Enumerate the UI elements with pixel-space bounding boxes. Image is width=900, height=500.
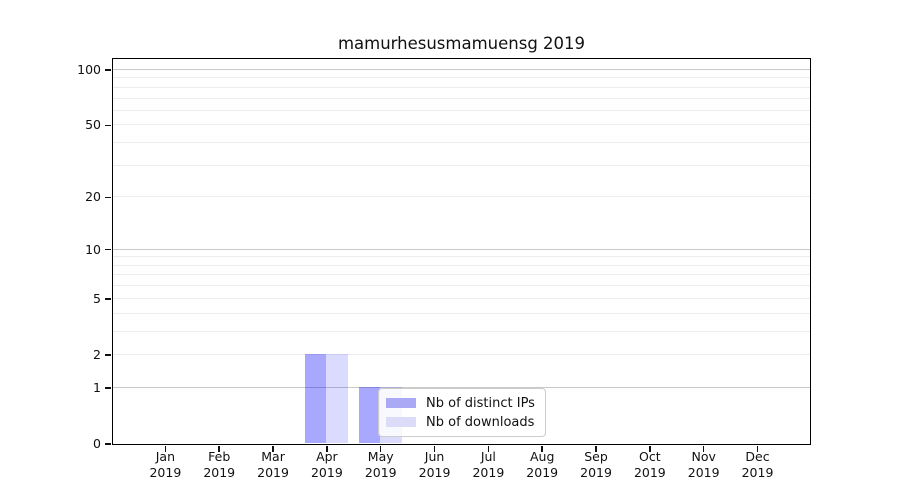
bar-may-ips: [358, 387, 381, 444]
y-tick-label: 100: [77, 61, 101, 77]
minor-gridline: [112, 86, 810, 88]
minor-gridline: [112, 330, 810, 332]
x-tick: [702, 445, 705, 452]
y-tick: [105, 69, 111, 71]
minor-gridline: [112, 297, 810, 299]
x-tick: [541, 445, 543, 452]
major-gridline: [112, 68, 810, 70]
minor-gridline: [112, 285, 810, 287]
y-tick-label: 5: [93, 290, 101, 306]
major-gridline: [112, 386, 810, 388]
x-tick-label: Nov 2019: [687, 449, 720, 480]
major-gridline: [112, 248, 810, 250]
y-tick: [105, 354, 111, 356]
x-tick: [218, 445, 220, 452]
x-tick: [756, 445, 759, 452]
x-tick-label: Aug 2019: [526, 449, 559, 480]
minor-gridline: [112, 77, 810, 79]
x-tick-label: Apr 2019: [310, 449, 343, 480]
y-tick-label: 20: [85, 189, 101, 205]
x-tick: [649, 445, 651, 452]
x-tick-label: Mar 2019: [257, 449, 289, 480]
minor-gridline: [112, 109, 810, 111]
y-tick: [105, 248, 111, 251]
minor-gridline: [112, 164, 810, 166]
x-tick: [487, 445, 490, 452]
x-tick: [433, 445, 436, 452]
x-tick-label: May 2019: [364, 449, 397, 480]
legend-item-distinct-ips: Nb of distinct IPs: [386, 396, 545, 411]
x-tick-label: Jul 2019: [472, 449, 505, 480]
bar-apr-downloads: [326, 354, 348, 444]
y-tick-label: 50: [85, 117, 101, 133]
plot-area: [111, 57, 811, 445]
minor-gridline: [112, 256, 810, 258]
x-tick-label: Feb 2019: [203, 449, 236, 480]
legend-swatch: [386, 397, 416, 409]
y-tick-label: 2: [93, 346, 101, 362]
legend-item-downloads: Nb of downloads: [386, 415, 545, 430]
minor-gridline: [112, 142, 810, 144]
minor-gridline: [112, 97, 810, 99]
x-tick: [164, 445, 167, 452]
x-tick: [379, 445, 382, 452]
x-tick: [272, 445, 274, 452]
minor-gridline: [112, 196, 810, 198]
x-tick: [595, 445, 597, 452]
y-tick-label: 10: [85, 241, 101, 257]
chart-title: mamurhesusmamuensg 2019: [337, 34, 586, 53]
minor-gridline: [112, 274, 810, 276]
y-tick: [105, 443, 111, 445]
x-tick-label: Jan 2019: [149, 449, 182, 480]
legend-swatch: [386, 416, 416, 428]
legend-label: Nb of downloads: [426, 414, 535, 430]
y-tick: [105, 387, 111, 389]
y-tick-label: 0: [93, 436, 101, 451]
x-tick-label: Sep 2019: [580, 449, 612, 480]
bar-apr-ips: [304, 354, 327, 444]
y-tick: [105, 196, 111, 199]
minor-gridline: [112, 264, 810, 266]
x-tick-label: Oct 2019: [633, 449, 666, 480]
minor-gridline: [112, 353, 810, 355]
x-tick-label: Dec 2019: [741, 449, 774, 480]
y-tick-label: 1: [93, 379, 101, 395]
legend-label: Nb of distinct IPs: [426, 395, 535, 411]
y-tick: [105, 124, 111, 127]
minor-gridline: [112, 124, 810, 126]
x-tick-label: Jun 2019: [418, 449, 451, 480]
minor-gridline: [112, 312, 810, 314]
y-tick: [105, 298, 111, 300]
legend: Nb of distinct IPs Nb of downloads: [378, 388, 546, 437]
x-tick: [326, 445, 328, 452]
